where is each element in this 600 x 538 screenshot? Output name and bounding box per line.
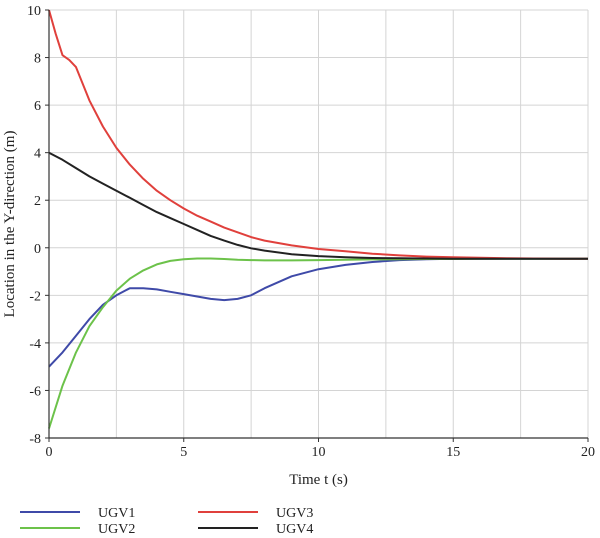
y-tick-label: 10 <box>27 4 41 19</box>
x-tick-label: 10 <box>312 445 326 460</box>
x-tick-label: 5 <box>180 445 187 460</box>
x-tick-label: 0 <box>46 445 53 460</box>
y-tick-label: 0 <box>34 242 41 257</box>
y-tick-label: -4 <box>29 337 41 352</box>
y-tick-label: 8 <box>34 52 41 67</box>
y-tick-label: -8 <box>29 432 41 447</box>
x-axis-title: Time t (s) <box>289 472 348 488</box>
y-tick-label: -2 <box>29 289 41 304</box>
legend-label-ugv3: UGV3 <box>276 506 313 521</box>
series-line-ugv3 <box>48 9 588 260</box>
legend-label-ugv4: UGV4 <box>276 522 313 537</box>
grid <box>49 9 589 438</box>
series-lines <box>48 9 588 429</box>
legend-label-ugv2: UGV2 <box>98 522 135 537</box>
y-axis-title: Location in the Y-direction (m) <box>2 131 18 318</box>
y-tick-label: 6 <box>34 99 41 114</box>
y-tick-label: 2 <box>34 194 41 209</box>
y-tick-label: 4 <box>34 147 41 162</box>
y-tick-label: -6 <box>29 384 41 399</box>
x-tick-label: 15 <box>446 445 460 460</box>
x-tick-label: 20 <box>581 445 595 460</box>
series-line-ugv4 <box>48 151 588 260</box>
legend-label-ugv1: UGV1 <box>98 506 135 521</box>
